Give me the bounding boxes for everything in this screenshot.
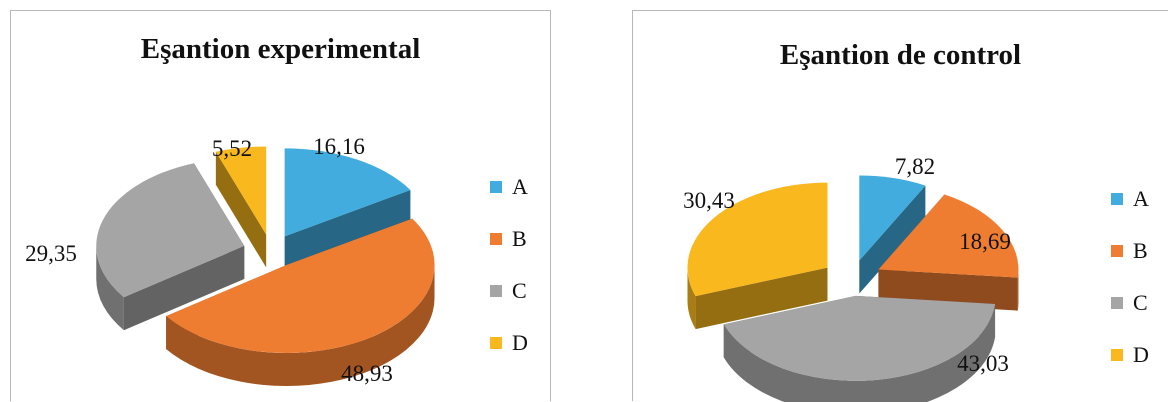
legend-label: D	[1133, 342, 1149, 367]
chart-panel-experimental: Eşantion experimental 16,16 48,93 29,35 5,5…	[10, 10, 551, 401]
data-label-D: 30,43	[683, 188, 735, 213]
legend-label: D	[512, 330, 528, 355]
legend-item-B: B	[1111, 225, 1149, 277]
data-label-C: 29,35	[25, 241, 77, 266]
legend-label: A	[1133, 186, 1149, 211]
slice-outer-wall	[1017, 269, 1019, 311]
chart-title: Eşantion experimental	[140, 33, 421, 65]
slice-top-face	[723, 295, 996, 381]
pie-slice-C	[723, 295, 996, 402]
legend-swatch	[490, 233, 502, 245]
legend: A B C D	[1111, 173, 1149, 381]
data-label-A: 7,82	[895, 154, 935, 179]
legend-label: B	[512, 226, 527, 251]
slice-outer-wall	[687, 267, 696, 330]
data-label-B: 48,93	[341, 361, 393, 386]
slice-top-face	[166, 218, 435, 353]
legend: A B C D	[490, 161, 528, 369]
legend-label: C	[512, 278, 527, 303]
legend-item-B: B	[490, 213, 528, 265]
pie-slice-D	[687, 182, 828, 330]
legend-label: B	[1133, 238, 1148, 263]
legend-item-C: C	[1111, 277, 1149, 329]
slice-top-face	[284, 148, 411, 237]
slice-side-wall	[284, 189, 411, 270]
slice-side-wall	[123, 246, 245, 331]
data-label-C: 43,03	[957, 351, 1009, 376]
chart-panel-control: Eşantion de control 7,82 18,69 43,03 30,43 …	[632, 10, 1168, 402]
legend-item-C: C	[490, 265, 528, 317]
pie-slice-D	[215, 146, 267, 268]
legend-swatch	[490, 337, 502, 349]
legend-swatch	[1111, 193, 1123, 205]
slice-top-face	[215, 146, 267, 235]
chart-title: Eşantion de control	[779, 39, 1022, 71]
slice-side-wall	[215, 151, 267, 268]
data-label-D: 5,52	[212, 136, 252, 161]
pie-slice-C	[96, 163, 245, 331]
data-label-B: 18,69	[959, 229, 1011, 254]
pie-slice-A	[284, 148, 411, 270]
pie-plot: 16,16 48,93 29,35 5,52	[25, 134, 435, 386]
slice-outer-wall	[723, 303, 996, 402]
legend-swatch	[490, 181, 502, 193]
pie-slice-B	[166, 218, 435, 386]
legend-swatch	[1111, 349, 1123, 361]
legend-swatch	[1111, 297, 1123, 309]
pie-slice-A	[859, 175, 926, 294]
slice-side-wall	[695, 267, 828, 330]
slice-outer-wall	[96, 246, 124, 331]
data-label-A: 16,16	[313, 134, 365, 159]
legend-item-A: A	[1111, 173, 1149, 225]
slice-outer-wall	[166, 264, 435, 386]
legend-item-D: D	[490, 317, 528, 369]
legend-swatch	[1111, 245, 1123, 257]
legend-item-D: D	[1111, 329, 1149, 381]
legend-label: C	[1133, 290, 1148, 315]
pie-plot: 7,82 18,69 43,03 30,43	[683, 154, 1019, 402]
slice-top-face	[859, 175, 926, 261]
slice-top-face	[687, 182, 828, 297]
legend-label: A	[512, 174, 528, 199]
slice-side-wall	[859, 185, 926, 294]
legend-swatch	[490, 285, 502, 297]
legend-item-A: A	[490, 161, 528, 213]
slice-top-face	[96, 163, 245, 298]
slice-top-face	[878, 194, 1019, 278]
